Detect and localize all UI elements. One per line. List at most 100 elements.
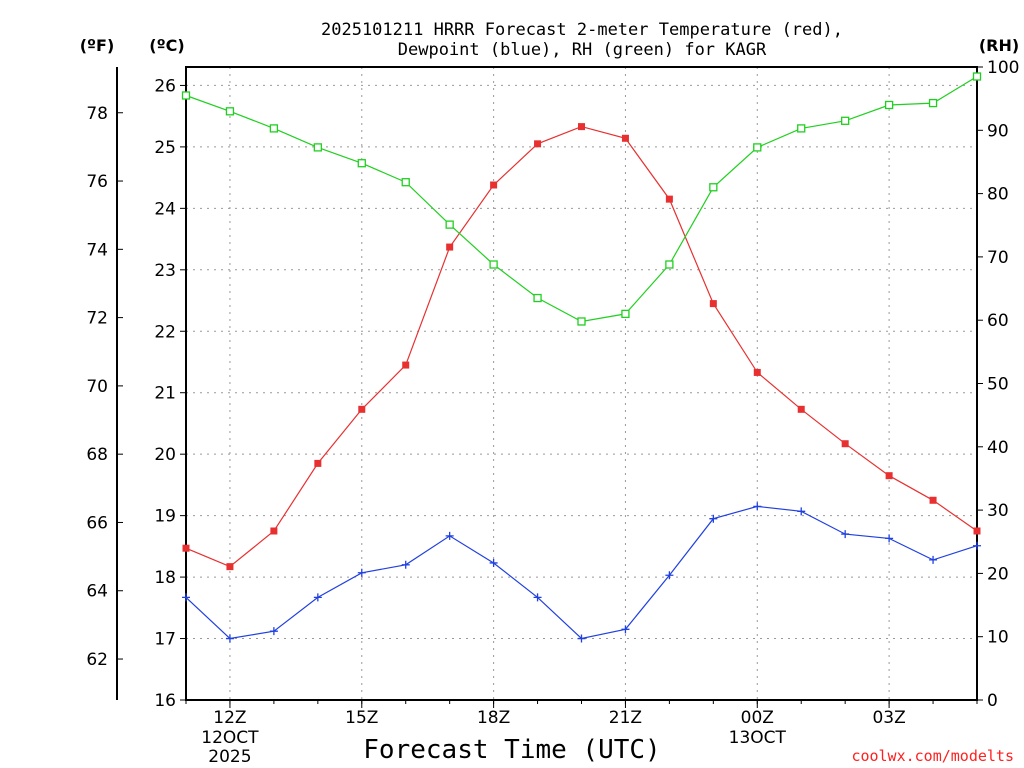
rh-tick-label: 80 (987, 185, 1009, 205)
x-tick-date-label: 13OCT (729, 728, 787, 748)
rh-tick-label: 90 (987, 121, 1009, 141)
rh-tick-label: 0 (987, 691, 998, 711)
rh-point (357, 159, 366, 168)
dewpoint-point (533, 593, 542, 602)
celsius-tick-label: 19 (154, 507, 176, 527)
plot-frame (185, 66, 978, 701)
rh-point (928, 98, 938, 108)
rh-point (181, 91, 191, 100)
rh-point (225, 107, 235, 116)
temperature-point (797, 405, 805, 413)
temperature-point (446, 243, 454, 251)
rh-point (313, 143, 322, 152)
dewpoint-point (401, 560, 410, 569)
dewpoint-point (929, 555, 938, 564)
celsius-tick-label: 20 (154, 445, 176, 465)
temperature-point (314, 459, 322, 467)
chart-title-line1: 2025101211 HRRR Forecast 2-meter Tempera… (321, 20, 843, 40)
rh-line (185, 75, 978, 323)
x-tick-label: 21Z (609, 708, 642, 728)
credit-text: coolwx.com/modelts (851, 747, 1014, 765)
dewpoint-point (885, 534, 894, 543)
x-axis-label: Forecast Time (UTC) (363, 735, 660, 765)
rh-point (665, 260, 674, 269)
dewpoint-point (753, 502, 762, 511)
temperature-point (973, 527, 981, 535)
x-tick-year-label: 2025 (208, 747, 251, 767)
dewpoint-point (621, 625, 630, 634)
temperature-point (929, 496, 937, 504)
temperature-point (402, 361, 410, 369)
temperature-point (753, 368, 761, 376)
rh-tick-label: 60 (987, 311, 1009, 331)
celsius-tick-label: 23 (154, 261, 176, 281)
temperature-point (226, 563, 234, 571)
x-tick-label: 18Z (477, 708, 510, 728)
temperature-point (358, 405, 366, 413)
celsius-unit-label: (ºC) (149, 36, 184, 55)
temperature-point (665, 195, 673, 203)
rh-tick-label: 70 (987, 248, 1009, 268)
dewpoint-point (445, 531, 454, 540)
fahrenheit-tick-label: 78 (86, 104, 108, 124)
rh-tick-label: 100 (987, 58, 1019, 78)
temperature-point (578, 123, 585, 131)
celsius-tick-label: 21 (154, 384, 176, 404)
series-lines (185, 75, 978, 640)
dewpoint-point (973, 541, 981, 550)
fahrenheit-tick-label: 64 (86, 582, 108, 602)
fahrenheit-tick-label: 62 (86, 650, 108, 670)
x-tick-label: 12Z (213, 708, 246, 728)
rh-tick-label: 10 (987, 628, 1009, 648)
fahrenheit-tick-label: 70 (86, 377, 108, 397)
rh-point (841, 116, 850, 125)
x-tick-label: 00Z (741, 708, 774, 728)
dewpoint-point (841, 530, 850, 539)
dewpoint-point (489, 558, 498, 567)
rh-point (797, 124, 806, 133)
celsius-tick-label: 24 (154, 199, 176, 219)
rh-point (401, 178, 410, 187)
dewpoint-point (577, 634, 586, 643)
rh-point (489, 260, 498, 269)
dewpoint-point (313, 593, 322, 602)
dewpoint-point (709, 514, 718, 523)
rh-point (709, 183, 718, 192)
temperature-point (534, 140, 542, 148)
rh-point (577, 317, 586, 326)
gridlines (186, 67, 977, 700)
dewpoint-point (269, 627, 278, 636)
fahrenheit-unit-label: (ºF) (80, 36, 115, 55)
temperature-point (490, 181, 498, 189)
rh-unit-label: (RH) (979, 36, 1019, 55)
temperature-line (185, 125, 978, 568)
fahrenheit-tick-label: 68 (86, 445, 108, 465)
fahrenheit-tick-label: 76 (86, 172, 108, 192)
chart-title-line2: Dewpoint (blue), RH (green) for KAGR (398, 40, 767, 60)
x-tick-label: 03Z (872, 708, 905, 728)
x-tick-label: 15Z (345, 708, 378, 728)
dewpoint-point (182, 593, 190, 602)
dewpoint-line (185, 505, 978, 640)
celsius-tick-label: 22 (154, 322, 176, 342)
fahrenheit-tick-label: 66 (86, 513, 108, 533)
celsius-tick-label: 25 (154, 138, 176, 158)
dewpoint-point (225, 634, 234, 643)
rh-tick-label: 20 (987, 564, 1009, 584)
x-tick-date-label: 12OCT (201, 728, 259, 748)
celsius-tick-label: 18 (154, 568, 176, 588)
rh-point (445, 220, 454, 229)
temperature-point (621, 134, 629, 142)
rh-point (621, 309, 630, 319)
rh-tick-label: 40 (987, 438, 1009, 458)
celsius-tick-label: 17 (154, 630, 176, 650)
rh-point (533, 293, 542, 303)
celsius-tick-label: 16 (154, 691, 176, 711)
rh-point (884, 100, 894, 110)
temperature-point (182, 544, 190, 552)
rh-point (972, 72, 982, 81)
fahrenheit-tick-label: 72 (86, 309, 108, 329)
celsius-tick-label: 26 (154, 76, 176, 96)
